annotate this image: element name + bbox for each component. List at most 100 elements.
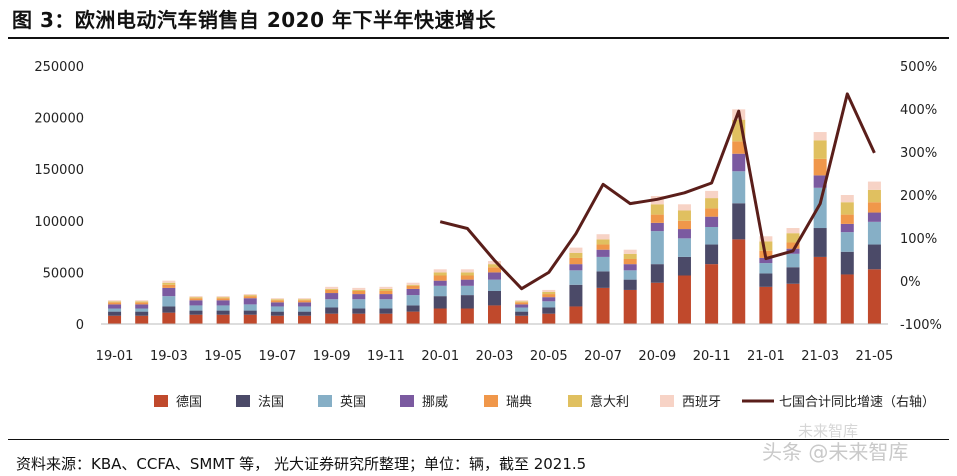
bar-segment <box>759 257 773 264</box>
bar-segment <box>325 313 339 324</box>
growth-line <box>439 92 876 291</box>
bar-segment <box>135 304 149 309</box>
x-tick-label: 19-01 <box>96 349 134 364</box>
bar-segment <box>542 313 556 324</box>
bar-segment <box>650 231 664 265</box>
bar-segment <box>569 247 583 253</box>
bar-segment <box>515 301 529 303</box>
bar-segment <box>569 264 583 271</box>
bar-segment <box>216 297 230 299</box>
bar-segment <box>243 314 257 324</box>
bar-segment <box>596 244 610 250</box>
bar-segment <box>759 236 773 242</box>
bar-segment <box>406 295 420 306</box>
x-tick-label: 21-03 <box>801 349 839 364</box>
bar-segment <box>515 300 529 302</box>
bar-segment <box>759 286 773 324</box>
bar-segment <box>786 233 800 243</box>
bar-segment <box>325 307 339 314</box>
bar-segment <box>325 289 339 294</box>
x-tick-label: 20-07 <box>584 349 622 364</box>
bar-segment <box>515 302 529 305</box>
x-tick-label: 19-03 <box>150 349 188 364</box>
bar-segment <box>135 308 149 312</box>
bar-segment <box>488 305 501 324</box>
bar-segment <box>406 288 420 296</box>
bar-segment <box>270 300 284 303</box>
bar-segment <box>352 308 366 314</box>
bar-segment <box>488 261 501 265</box>
x-tick-label: 21-05 <box>856 349 894 364</box>
bar-segment <box>813 228 827 257</box>
legend-label: 西班牙 <box>682 395 721 410</box>
bar-segment <box>813 132 827 141</box>
bar-segment <box>135 301 149 303</box>
legend-label: 德国 <box>176 395 202 410</box>
bar-segment <box>325 286 339 289</box>
bar-segment <box>623 289 637 324</box>
x-tick-label: 20-11 <box>693 349 731 364</box>
bar-segment <box>705 264 719 324</box>
bar-segment <box>433 285 447 297</box>
x-tick-label: 20-05 <box>530 349 568 364</box>
bar-segment <box>840 274 854 324</box>
bar-segment <box>840 195 854 203</box>
y2-tick-label: -100% <box>900 318 942 333</box>
legend-swatch <box>400 395 414 407</box>
x-tick-label: 19-09 <box>313 349 351 364</box>
bar-segment <box>216 298 230 301</box>
bar-segment <box>596 271 610 288</box>
bar-segment <box>677 204 691 211</box>
y-tick-label: 50000 <box>43 266 84 281</box>
title-rule <box>8 37 949 39</box>
legend-swatch <box>660 395 674 407</box>
bar-segment <box>623 279 637 290</box>
bar-segment <box>298 298 312 300</box>
bar-segment <box>379 308 393 314</box>
bar-segment <box>460 279 474 286</box>
bar-segment <box>677 256 691 276</box>
bar-segment <box>623 270 637 280</box>
bar-segment <box>433 296 447 309</box>
bar-segment <box>216 300 230 306</box>
y-tick-label: 200000 <box>34 112 84 127</box>
bar-segment <box>867 269 881 324</box>
bar-segment <box>650 204 664 215</box>
bar-segment <box>515 315 529 324</box>
bar-segment <box>623 249 637 254</box>
bar-segment <box>352 299 366 309</box>
bar-segment <box>189 298 203 301</box>
bar-segment <box>352 313 366 324</box>
bar-segment <box>108 315 122 324</box>
bar-segment <box>189 310 203 315</box>
bar-segment <box>488 279 501 291</box>
bar-segment <box>732 203 746 240</box>
bar-segment <box>243 298 257 305</box>
bar-segment <box>352 290 366 295</box>
bar-segment <box>786 283 800 324</box>
bar-segment <box>596 249 610 257</box>
footer-rule <box>8 439 949 440</box>
bar-segment <box>705 244 719 265</box>
bar-segment <box>705 226 719 245</box>
bar-segment <box>298 300 312 303</box>
x-tick-label: 20-01 <box>421 349 459 364</box>
bar-segment <box>786 267 800 284</box>
source-note: 资料来源：KBA、CCFA、SMMT 等， 光大证券研究所整理；单位：辆，截至 … <box>16 455 587 473</box>
bar-segment <box>813 256 827 324</box>
bar-segment <box>406 305 420 312</box>
bar-segment <box>569 252 583 258</box>
bar-segment <box>189 300 203 306</box>
bar-segment <box>162 287 176 297</box>
bar-segment <box>433 275 447 281</box>
bar-segment <box>460 272 474 276</box>
watermark-logo-text: 未来智库 <box>798 422 859 440</box>
bar-segment <box>623 264 637 271</box>
y2-tick-label: 500% <box>900 60 937 75</box>
bar-segment <box>298 311 312 316</box>
bar-segment <box>515 307 529 312</box>
bar-segment <box>596 256 610 272</box>
bar-segment <box>569 257 583 265</box>
bar-segment <box>813 187 827 229</box>
